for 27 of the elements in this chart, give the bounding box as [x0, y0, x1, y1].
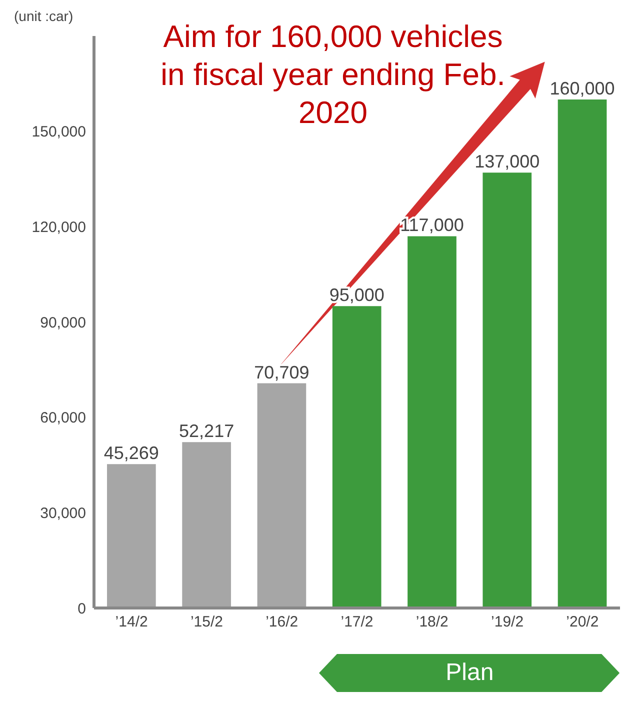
x-tick-label: ’18/2	[416, 614, 448, 631]
bar	[482, 172, 532, 608]
y-tick-label: 150,000	[32, 124, 86, 141]
x-tick-label: ’20/2	[566, 614, 599, 631]
x-tick-label: ’14/2	[115, 614, 148, 631]
x-tick-label: ’15/2	[190, 614, 223, 631]
data-label: 160,000	[550, 78, 615, 99]
data-label: 70,709	[254, 362, 310, 382]
x-tick-label: ’19/2	[491, 614, 524, 631]
x-tick-label: ’17/2	[340, 614, 374, 631]
y-tick-label: 60,000	[40, 410, 86, 427]
bar	[332, 306, 382, 608]
x-tick-label: ’16/2	[266, 614, 298, 631]
bar	[182, 442, 231, 608]
bar	[558, 100, 607, 608]
y-axis-title: (unit :car)	[14, 8, 74, 24]
data-label: 52,217	[179, 421, 234, 442]
y-tick-label: 30,000	[40, 504, 86, 522]
y-tick-label: 0	[78, 600, 86, 618]
text: Aim for 160,000 vehicles in fiscal year ending Feb. 2020	[160, 18, 506, 132]
bar	[408, 236, 456, 608]
bar	[107, 464, 156, 608]
data-label: 45,269	[104, 443, 159, 464]
data-label: 137,000	[474, 152, 540, 172]
y-tick-label: 90,000	[40, 314, 86, 332]
y-tick-label: 120,000	[32, 218, 86, 236]
bar	[257, 383, 306, 608]
